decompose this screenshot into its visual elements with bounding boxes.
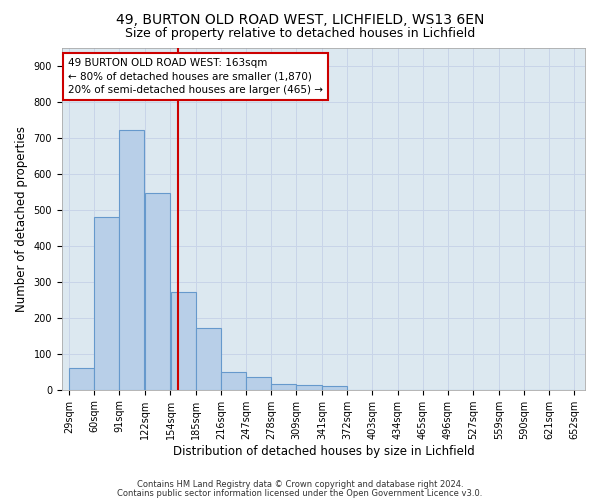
Bar bbox=[271, 384, 296, 390]
Bar bbox=[94, 217, 119, 390]
Text: Contains public sector information licensed under the Open Government Licence v3: Contains public sector information licen… bbox=[118, 488, 482, 498]
Text: Size of property relative to detached houses in Lichfield: Size of property relative to detached ho… bbox=[125, 28, 475, 40]
Bar bbox=[170, 292, 196, 390]
Text: Contains HM Land Registry data © Crown copyright and database right 2024.: Contains HM Land Registry data © Crown c… bbox=[137, 480, 463, 489]
Bar bbox=[145, 194, 170, 390]
Text: 49, BURTON OLD ROAD WEST, LICHFIELD, WS13 6EN: 49, BURTON OLD ROAD WEST, LICHFIELD, WS1… bbox=[116, 12, 484, 26]
Bar bbox=[322, 386, 347, 390]
Text: 49 BURTON OLD ROAD WEST: 163sqm
← 80% of detached houses are smaller (1,870)
20%: 49 BURTON OLD ROAD WEST: 163sqm ← 80% of… bbox=[68, 58, 323, 94]
Bar bbox=[69, 368, 94, 390]
Bar bbox=[221, 372, 246, 390]
Bar bbox=[196, 328, 221, 390]
Bar bbox=[119, 130, 145, 390]
Bar bbox=[296, 386, 322, 390]
Y-axis label: Number of detached properties: Number of detached properties bbox=[15, 126, 28, 312]
Bar bbox=[246, 377, 271, 390]
X-axis label: Distribution of detached houses by size in Lichfield: Distribution of detached houses by size … bbox=[173, 444, 474, 458]
